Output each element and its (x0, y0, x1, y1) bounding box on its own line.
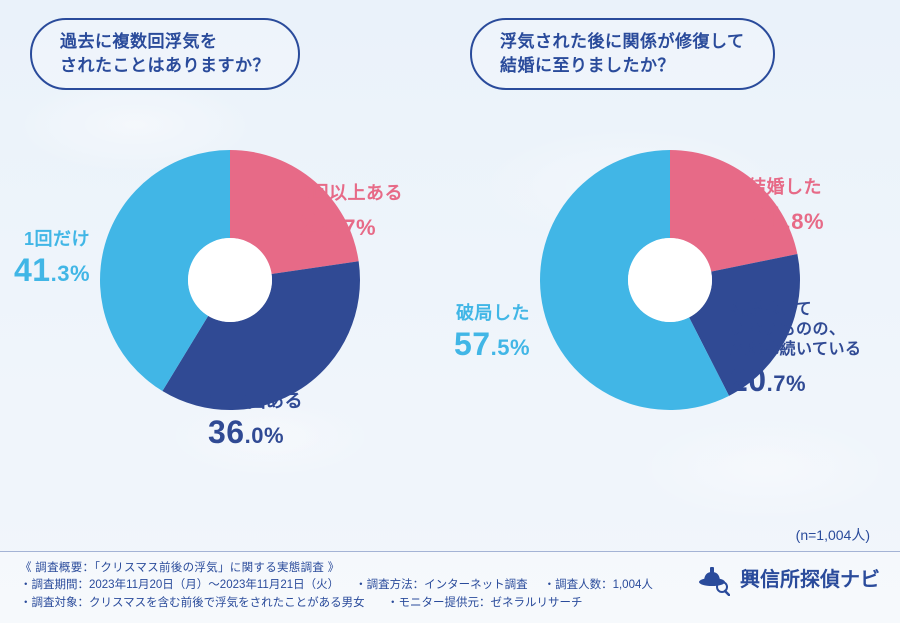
survey-period: ・調査期間：2023年11月20日（月）〜2023年11月21日（火） (20, 579, 339, 591)
chart1-donut (90, 140, 370, 420)
survey-line2: ・調査期間：2023年11月20日（月）〜2023年11月21日（火） ・調査方… (20, 577, 653, 595)
content-root: 過去に複数回浮気を されたことはありますか？ 3回以上ある22.7%1〜2回ある… (0, 0, 900, 623)
donut-hole (628, 238, 712, 322)
chart1-wrap: 3回以上ある22.7%1〜2回ある36.0%1回だけ41.3% (20, 90, 440, 470)
brand-name: 興信所探偵ナビ (740, 563, 880, 592)
slice-percentage: 41.3% (14, 250, 90, 290)
chart1-column: 過去に複数回浮気を されたことはありますか？ 3回以上ある22.7%1〜2回ある… (20, 18, 440, 551)
survey-title: 《 調査概要：「クリスマス前後の浮気」に関する実態調査 》 (20, 560, 653, 578)
slice-percentage: 57.5% (454, 324, 530, 364)
chart2-question: 浮気された後に関係が修復して 結婚に至りましたか？ (470, 18, 775, 90)
footer: 《 調査概要：「クリスマス前後の浮気」に関する実態調査 》 ・調査期間：2023… (0, 551, 900, 623)
brand: 興信所探偵ナビ (694, 560, 880, 596)
footer-meta: 《 調査概要：「クリスマス前後の浮気」に関する実態調査 》 ・調査期間：2023… (20, 560, 653, 613)
sample-size-note: (n=1,004人) (796, 525, 870, 545)
chart2-donut (530, 140, 810, 420)
chart2-wrap: 結婚した21.8%結婚はして いないものの、 交際は続いている20.7%破局した… (460, 90, 880, 470)
slice-label: 1回だけ41.3% (14, 228, 90, 291)
slice-label: 破局した57.5% (454, 302, 530, 365)
charts-row: 過去に複数回浮気を されたことはありますか？ 3回以上ある22.7%1〜2回ある… (0, 0, 900, 551)
chart1-question: 過去に複数回浮気を されたことはありますか？ (30, 18, 300, 90)
donut-hole (188, 238, 272, 322)
slice-name: 破局した (454, 302, 530, 325)
survey-count: ・調査人数：1,004人 (544, 579, 653, 591)
survey-monitor: ・モニター提供元：ゼネラルリサーチ (387, 597, 583, 609)
survey-target: ・調査対象：クリスマスを含む前後で浮気をされたことがある男女 (20, 597, 365, 609)
survey-line3: ・調査対象：クリスマスを含む前後で浮気をされたことがある男女 ・モニター提供元：… (20, 595, 653, 613)
chart2-column: 浮気された後に関係が修復して 結婚に至りましたか？ 結婚した21.8%結婚はして… (460, 18, 880, 551)
survey-method: ・調査方法：インターネット調査 (355, 579, 528, 591)
detective-icon (694, 560, 730, 596)
slice-name: 1回だけ (14, 228, 90, 251)
